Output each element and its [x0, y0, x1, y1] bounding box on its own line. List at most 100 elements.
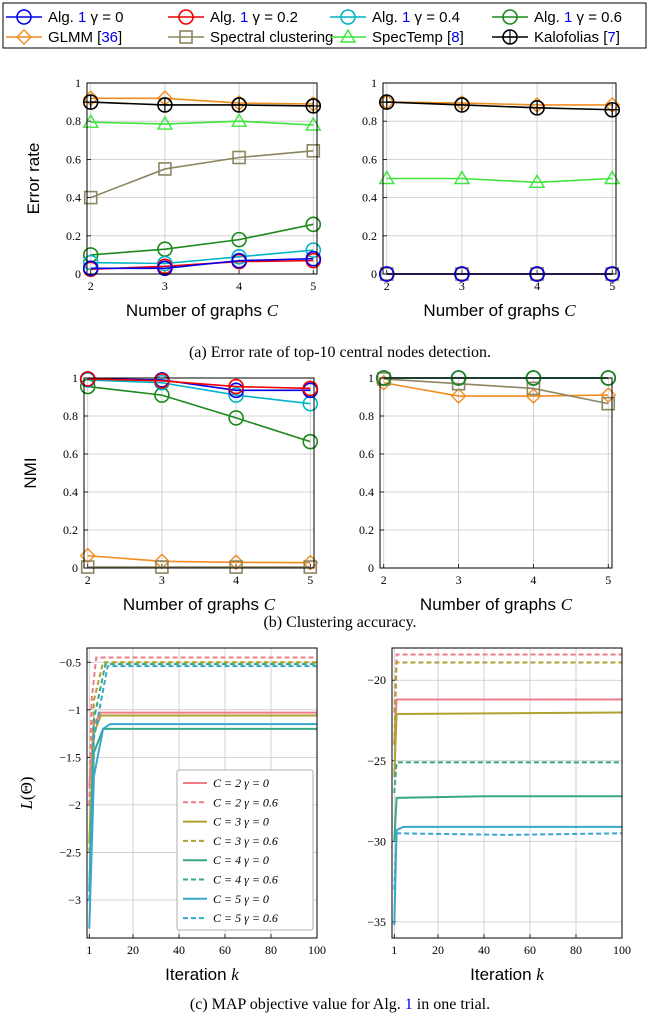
series-line-glmm — [90, 97, 314, 105]
x-tick-label: 20 — [432, 943, 444, 957]
caption-a: (a) Error rate of top-10 central nodes d… — [189, 344, 491, 361]
chart-c-left: 1 20 40 60 80 100 −3 −2.5 −2 −1.5 −1 −0.5 Iteration … — [17, 647, 326, 984]
legend-marker-spectral — [179, 30, 193, 44]
y-tick-label: 1 — [371, 76, 377, 90]
data-point-kalofolias-cross — [306, 98, 321, 113]
x-axis-label: Iteration k — [470, 965, 544, 984]
data-point-glmm — [375, 374, 392, 391]
inner-legend-label: C = 5 γ = 0 — [213, 892, 269, 906]
plot-area — [88, 656, 317, 929]
x-axis-label-text: Number of graphs — [123, 595, 264, 614]
series-line-alg_g04 — [87, 379, 311, 405]
inner-legend-label: C = 2 γ = 0.6 — [213, 795, 278, 809]
legend-marker-alg_g0 — [16, 9, 32, 25]
y-axis-label: Error rate — [24, 143, 43, 215]
data-point-alg_g04 — [231, 249, 247, 265]
series-line-spectral — [383, 378, 609, 405]
data-point-kalofolias-cross — [232, 97, 247, 112]
legend-label-spectemp: SpecTemp [8] — [372, 29, 464, 46]
legend-label-ref: 1 — [564, 9, 572, 26]
legend-marker-alg_g04 — [340, 9, 356, 25]
caption-c: (c) MAP objective value for Alg. 1 in on… — [190, 996, 490, 1013]
y-tick-label: −20 — [367, 673, 386, 687]
y-tick-label: −25 — [367, 754, 386, 768]
x-axis-label: Number of graphs C — [423, 301, 576, 320]
data-point-spectemp — [453, 170, 471, 185]
chart-c-right: 1 20 40 60 80 100 −35 −30 −25 −20 Iteration k — [367, 647, 631, 984]
legend-label-alg_g06: Alg. 1 γ = 0.6 — [534, 9, 622, 26]
series-line-2 — [393, 711, 622, 777]
series-line-alg_g0 — [90, 257, 314, 270]
x-tick-label: 100 — [613, 943, 631, 957]
legend-label-text: GLMM [ — [48, 29, 102, 46]
x-tick-label: 3 — [456, 573, 462, 587]
data-point-glmm — [228, 554, 245, 571]
series-line-spectemp — [90, 120, 314, 126]
data-point-spectral — [83, 190, 98, 205]
x-axis-label: Iteration k — [165, 965, 239, 984]
y-axis-label: NMI — [21, 457, 40, 488]
legend-label-text: Alg. — [48, 9, 78, 26]
x-tick-label: 20 — [127, 943, 139, 957]
data-point-alg_g04 — [82, 254, 99, 271]
legend-label-alg_g02: Alg. 1 γ = 0.2 — [210, 9, 298, 26]
x-tick-label: 1 — [86, 943, 92, 957]
x-axis-label: Number of graphs C — [420, 595, 573, 614]
series-line-kalofolias — [90, 101, 314, 107]
y-tick-label: −1.5 — [59, 750, 81, 764]
y-tick-label: 0.6 — [359, 447, 374, 461]
data-point-spectral — [80, 560, 95, 574]
caption-b: (b) Clustering accuracy. — [263, 614, 416, 631]
data-point-kalofolias-cross — [530, 100, 545, 115]
x-axis-label-text: Iteration — [165, 965, 231, 984]
y-tick-label: 1 — [72, 371, 78, 385]
y-tick-label: −2 — [68, 798, 81, 812]
legend-label-text: γ = 0.4 — [410, 9, 460, 26]
legend-label-ref: 7 — [607, 29, 615, 46]
data-point-kalofolias-cross — [379, 95, 394, 110]
y-tick-label: −30 — [367, 834, 386, 848]
y-axis-label-text: (Θ) — [17, 776, 36, 800]
x-tick-label: 3 — [159, 573, 165, 587]
legend-label-ref: 1 — [78, 9, 86, 26]
legend-label-text: Spectral clustering — [210, 29, 333, 46]
x-axis-label: Number of graphs C — [126, 301, 279, 320]
x-axis-label: Number of graphs C — [123, 595, 276, 614]
legend-label-ref: 8 — [451, 29, 459, 46]
axes-frame — [379, 377, 613, 569]
data-point-alg_g02 — [302, 380, 319, 397]
data-point-spectral — [303, 560, 318, 574]
series-line-0 — [393, 698, 622, 745]
x-axis-label-var: k — [536, 965, 544, 984]
inner-legend-label: C = 5 γ = 0.6 — [213, 911, 278, 925]
data-point-spectral — [601, 396, 616, 411]
y-tick-label: 0.2 — [362, 229, 377, 243]
x-tick-label: 3 — [459, 279, 465, 293]
axes-frame — [86, 82, 318, 275]
data-point-alg_g06 — [231, 231, 247, 248]
legend-marker-spectemp — [339, 28, 357, 43]
data-point-kalofolias-cross — [157, 97, 172, 112]
y-tick-label: 0.4 — [362, 191, 377, 205]
legend-label-text: ] — [118, 29, 122, 46]
x-axis-label-text: Number of graphs — [420, 595, 561, 614]
x-tick-label: 5 — [609, 279, 615, 293]
x-tick-label: 3 — [162, 279, 168, 293]
data-point-glmm — [450, 388, 467, 405]
inner-legend-label: C = 3 γ = 0 — [213, 815, 269, 829]
data-point-spectral — [155, 560, 169, 574]
data-point-spectemp — [230, 112, 248, 127]
plot-area — [393, 653, 622, 926]
legend-label-text: γ = 0 — [86, 9, 123, 26]
y-tick-label: 0.2 — [359, 523, 374, 537]
x-tick-label: 2 — [85, 573, 91, 587]
x-tick-label: 40 — [173, 943, 185, 957]
legend-label-text: SpecTemp [ — [372, 29, 452, 46]
data-point-alg_g0 — [157, 260, 173, 277]
data-point-spectral — [229, 560, 243, 574]
series-line-glmm — [87, 554, 311, 564]
legend-label-kalofolias: Kalofolias [7] — [534, 29, 620, 46]
y-tick-label: 0.6 — [63, 447, 78, 461]
legend-frame — [2, 2, 647, 49]
